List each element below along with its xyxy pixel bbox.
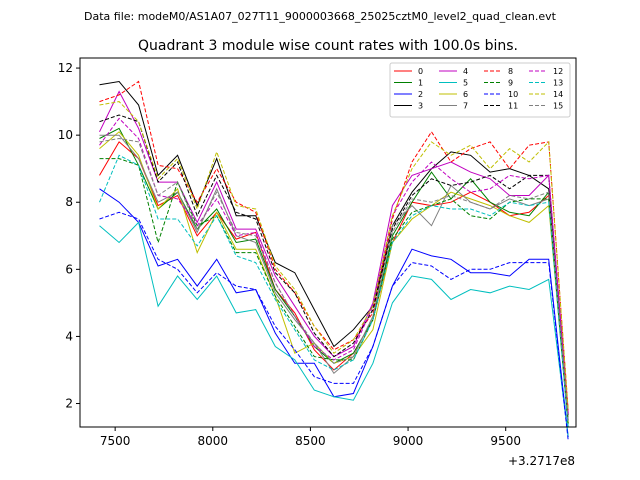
series-line-2: [99, 188, 569, 438]
series-line-10: [99, 211, 569, 441]
series-line-13: [99, 154, 569, 428]
series-line-8: [99, 80, 569, 411]
legend-label-0: 0: [418, 67, 423, 76]
legend-label-4: 4: [463, 67, 468, 76]
file-label: Data file: modeM0/AS1A07_027T11_90000036…: [84, 10, 557, 23]
x-offset-label: +3.2717e8: [508, 454, 575, 468]
series-line-6: [99, 131, 569, 424]
legend-label-15: 15: [553, 102, 563, 111]
legend-box: [389, 62, 571, 118]
series-line-12: [99, 117, 569, 414]
legend-label-13: 13: [553, 79, 563, 88]
legend-label-10: 10: [508, 90, 518, 99]
y-tick-label-4: 4: [65, 329, 73, 343]
x-tick-label-9000: 9000: [393, 434, 424, 448]
y-tick-label-6: 6: [65, 262, 73, 276]
chart-title: Quadrant 3 module wise count rates with …: [138, 38, 518, 54]
y-tick-label-12: 12: [58, 61, 73, 75]
x-tick-label-8000: 8000: [198, 434, 229, 448]
legend-label-6: 6: [463, 90, 468, 99]
series-line-1: [99, 127, 569, 424]
x-tick-label-7500: 7500: [100, 434, 131, 448]
legend-label-2: 2: [418, 90, 423, 99]
series-line-14: [99, 101, 569, 411]
x-tick-label-8500: 8500: [295, 434, 326, 448]
y-tick-label-8: 8: [65, 195, 73, 209]
series-line-4: [99, 90, 569, 414]
legend-label-11: 11: [508, 102, 518, 111]
axes-frame: [79, 57, 577, 428]
x-tick-label-9500: 9500: [490, 434, 521, 448]
legend-label-14: 14: [553, 90, 563, 99]
series-line-11: [99, 114, 569, 417]
legend-label-9: 9: [508, 79, 513, 88]
series-line-7: [99, 134, 569, 417]
legend-label-8: 8: [508, 67, 513, 76]
legend-label-3: 3: [418, 102, 423, 111]
y-tick-label-2: 2: [65, 397, 73, 411]
legend-label-12: 12: [553, 67, 563, 76]
series-line-15: [99, 137, 569, 421]
series-line-5: [99, 221, 569, 438]
legend-label-5: 5: [463, 79, 468, 88]
legend-label-7: 7: [463, 102, 468, 111]
legend-label-1: 1: [418, 79, 423, 88]
series-line-3: [99, 80, 569, 424]
y-tick-label-10: 10: [58, 128, 73, 142]
